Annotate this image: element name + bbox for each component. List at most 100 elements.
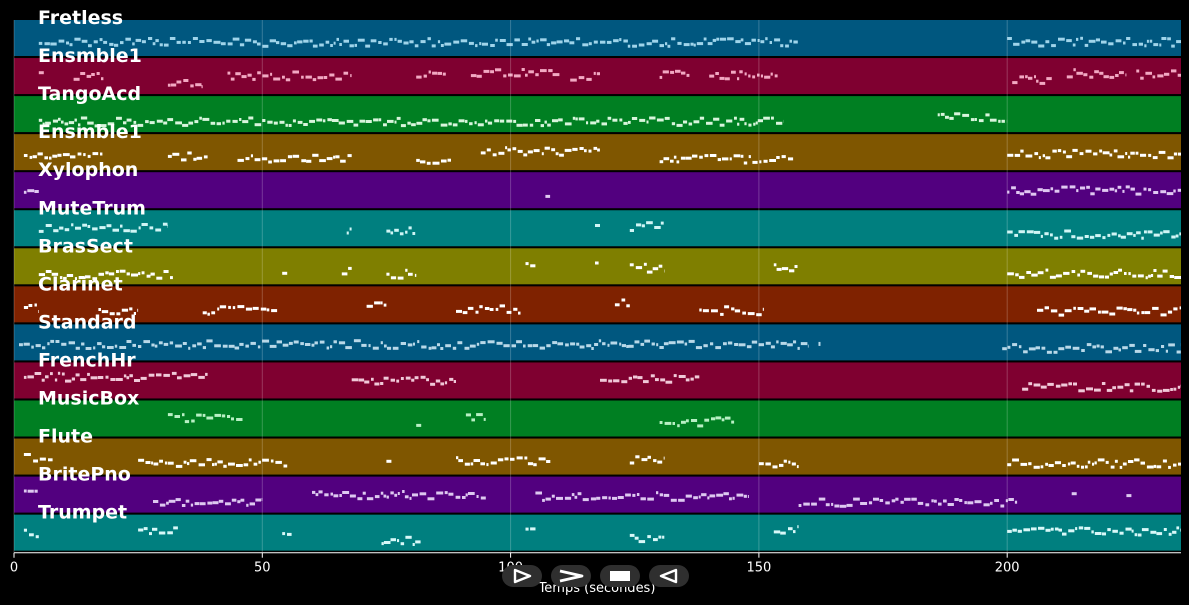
note-mark xyxy=(574,495,578,499)
note-mark xyxy=(925,503,930,507)
note-mark xyxy=(1040,465,1044,469)
stop-button[interactable] xyxy=(600,565,640,587)
note-mark xyxy=(258,460,261,464)
note-mark xyxy=(1140,76,1144,80)
note-mark xyxy=(1148,153,1152,157)
note-mark xyxy=(635,266,643,270)
note-mark xyxy=(23,342,30,346)
note-mark xyxy=(1099,71,1104,75)
note-mark xyxy=(571,493,575,497)
note-mark xyxy=(591,347,594,350)
note-mark xyxy=(569,41,575,45)
note-mark xyxy=(776,267,782,271)
note-mark xyxy=(665,42,668,46)
note-mark xyxy=(651,342,655,346)
note-mark xyxy=(1152,306,1159,310)
note-mark xyxy=(678,375,686,378)
note-mark xyxy=(773,263,777,267)
note-mark xyxy=(245,307,253,311)
note-mark xyxy=(280,42,287,46)
note-mark xyxy=(33,459,38,463)
note-mark xyxy=(99,226,106,230)
note-mark xyxy=(764,75,771,79)
note-mark xyxy=(1113,346,1119,350)
note-mark xyxy=(181,504,186,507)
note-mark xyxy=(283,464,288,468)
note-mark xyxy=(701,493,707,497)
note-mark xyxy=(940,112,945,116)
fast-forward-button[interactable] xyxy=(551,565,591,587)
note-mark xyxy=(697,424,704,428)
note-mark xyxy=(658,535,662,539)
note-mark xyxy=(452,123,458,127)
note-mark xyxy=(640,342,645,346)
note-mark xyxy=(1069,185,1076,189)
note-mark xyxy=(230,77,235,81)
note-mark xyxy=(1177,188,1181,192)
note-mark xyxy=(1066,39,1072,43)
play-button[interactable] xyxy=(502,565,542,587)
note-mark xyxy=(556,496,563,500)
note-mark xyxy=(74,118,77,122)
note-mark xyxy=(476,74,482,78)
note-mark xyxy=(740,38,744,42)
note-mark xyxy=(990,501,993,505)
note-mark xyxy=(1057,149,1062,153)
note-mark xyxy=(246,503,249,507)
note-mark xyxy=(670,70,675,74)
note-mark xyxy=(28,304,33,307)
note-mark xyxy=(702,309,709,313)
note-mark xyxy=(206,39,212,43)
note-mark xyxy=(465,493,468,497)
note-mark xyxy=(720,312,724,316)
note-mark xyxy=(456,456,459,460)
note-mark xyxy=(660,221,664,225)
note-mark xyxy=(1108,42,1114,46)
note-mark xyxy=(75,346,80,350)
note-mark xyxy=(257,345,261,349)
note-mark xyxy=(711,417,716,421)
note-mark xyxy=(288,341,293,345)
note-mark xyxy=(470,462,474,466)
note-mark xyxy=(192,344,197,348)
note-mark xyxy=(1133,233,1136,237)
note-mark xyxy=(1075,527,1078,531)
note-mark xyxy=(130,229,137,233)
note-mark xyxy=(182,413,185,417)
note-mark xyxy=(83,153,86,157)
note-mark xyxy=(409,40,414,44)
note-mark xyxy=(1099,149,1103,153)
track-band xyxy=(14,58,1181,95)
note-mark xyxy=(484,307,490,310)
note-mark xyxy=(879,499,884,502)
note-mark xyxy=(712,38,717,42)
note-mark xyxy=(175,121,182,125)
note-mark xyxy=(437,71,442,75)
note-mark xyxy=(1106,388,1113,392)
note-mark xyxy=(50,372,53,376)
note-mark xyxy=(80,378,87,382)
note-mark xyxy=(199,116,202,120)
note-mark xyxy=(422,118,427,122)
note-mark xyxy=(48,458,53,462)
rewind-button[interactable] xyxy=(649,565,689,587)
note-mark xyxy=(593,146,598,150)
note-mark xyxy=(453,380,456,383)
note-mark xyxy=(686,419,689,423)
note-mark xyxy=(303,123,308,126)
note-mark xyxy=(1123,41,1126,45)
note-mark xyxy=(68,121,75,125)
note-mark xyxy=(120,41,124,45)
note-mark xyxy=(197,342,202,346)
note-mark xyxy=(535,119,541,122)
note-mark xyxy=(807,344,809,348)
note-mark xyxy=(260,307,267,311)
note-mark xyxy=(947,503,954,506)
note-mark xyxy=(182,342,187,345)
note-mark xyxy=(773,530,781,534)
note-mark xyxy=(248,116,254,120)
note-mark xyxy=(974,118,977,121)
note-mark xyxy=(1012,81,1018,85)
note-mark xyxy=(1167,37,1171,41)
note-mark xyxy=(156,119,163,123)
